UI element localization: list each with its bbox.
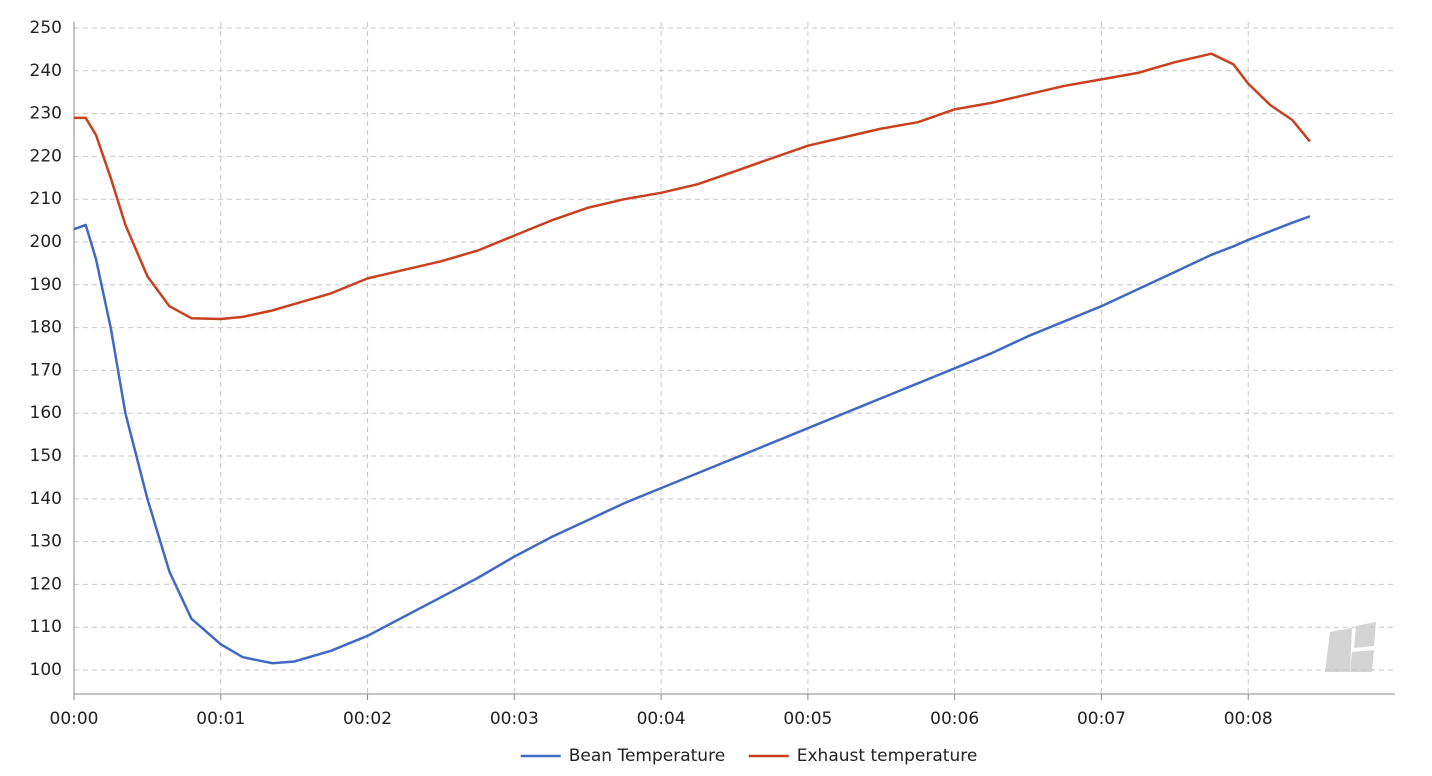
y-tick-label: 240 xyxy=(30,61,62,81)
y-tick-label: 100 xyxy=(30,660,62,680)
y-tick-label: 120 xyxy=(30,574,62,594)
x-tick-label: 00:00 xyxy=(50,709,99,729)
y-tick-label: 250 xyxy=(30,18,62,38)
y-tick-label: 150 xyxy=(30,446,62,466)
x-tick-label: 00:04 xyxy=(637,709,686,729)
data-line xyxy=(74,52,1311,321)
y-tick-label: 230 xyxy=(30,104,62,124)
data-line xyxy=(73,215,1311,665)
x-tick-label: 00:02 xyxy=(343,709,392,729)
y-tick-label: 180 xyxy=(30,318,62,338)
x-tick-label: 00:07 xyxy=(1077,709,1126,729)
x-tick-label: 00:01 xyxy=(196,709,245,729)
legend-label: Bean Temperature xyxy=(569,746,725,766)
x-tick-label: 00:08 xyxy=(1224,709,1273,729)
y-tick-label: 190 xyxy=(30,275,62,295)
y-tick-label: 170 xyxy=(30,360,62,380)
y-tick-label: 200 xyxy=(30,232,62,252)
x-tick-label: 00:05 xyxy=(783,709,832,729)
y-tick-label: 220 xyxy=(30,146,62,166)
y-tick-label: 130 xyxy=(30,532,62,552)
x-tick-label: 00:03 xyxy=(490,709,539,729)
legend-label: Exhaust temperature xyxy=(797,746,978,766)
y-tick-label: 140 xyxy=(30,489,62,509)
y-tick-label: 210 xyxy=(30,189,62,209)
watermark xyxy=(1325,622,1376,672)
y-tick-label: 160 xyxy=(30,403,62,423)
x-tick-label: 00:06 xyxy=(930,709,979,729)
y-tick-label: 110 xyxy=(30,617,62,637)
